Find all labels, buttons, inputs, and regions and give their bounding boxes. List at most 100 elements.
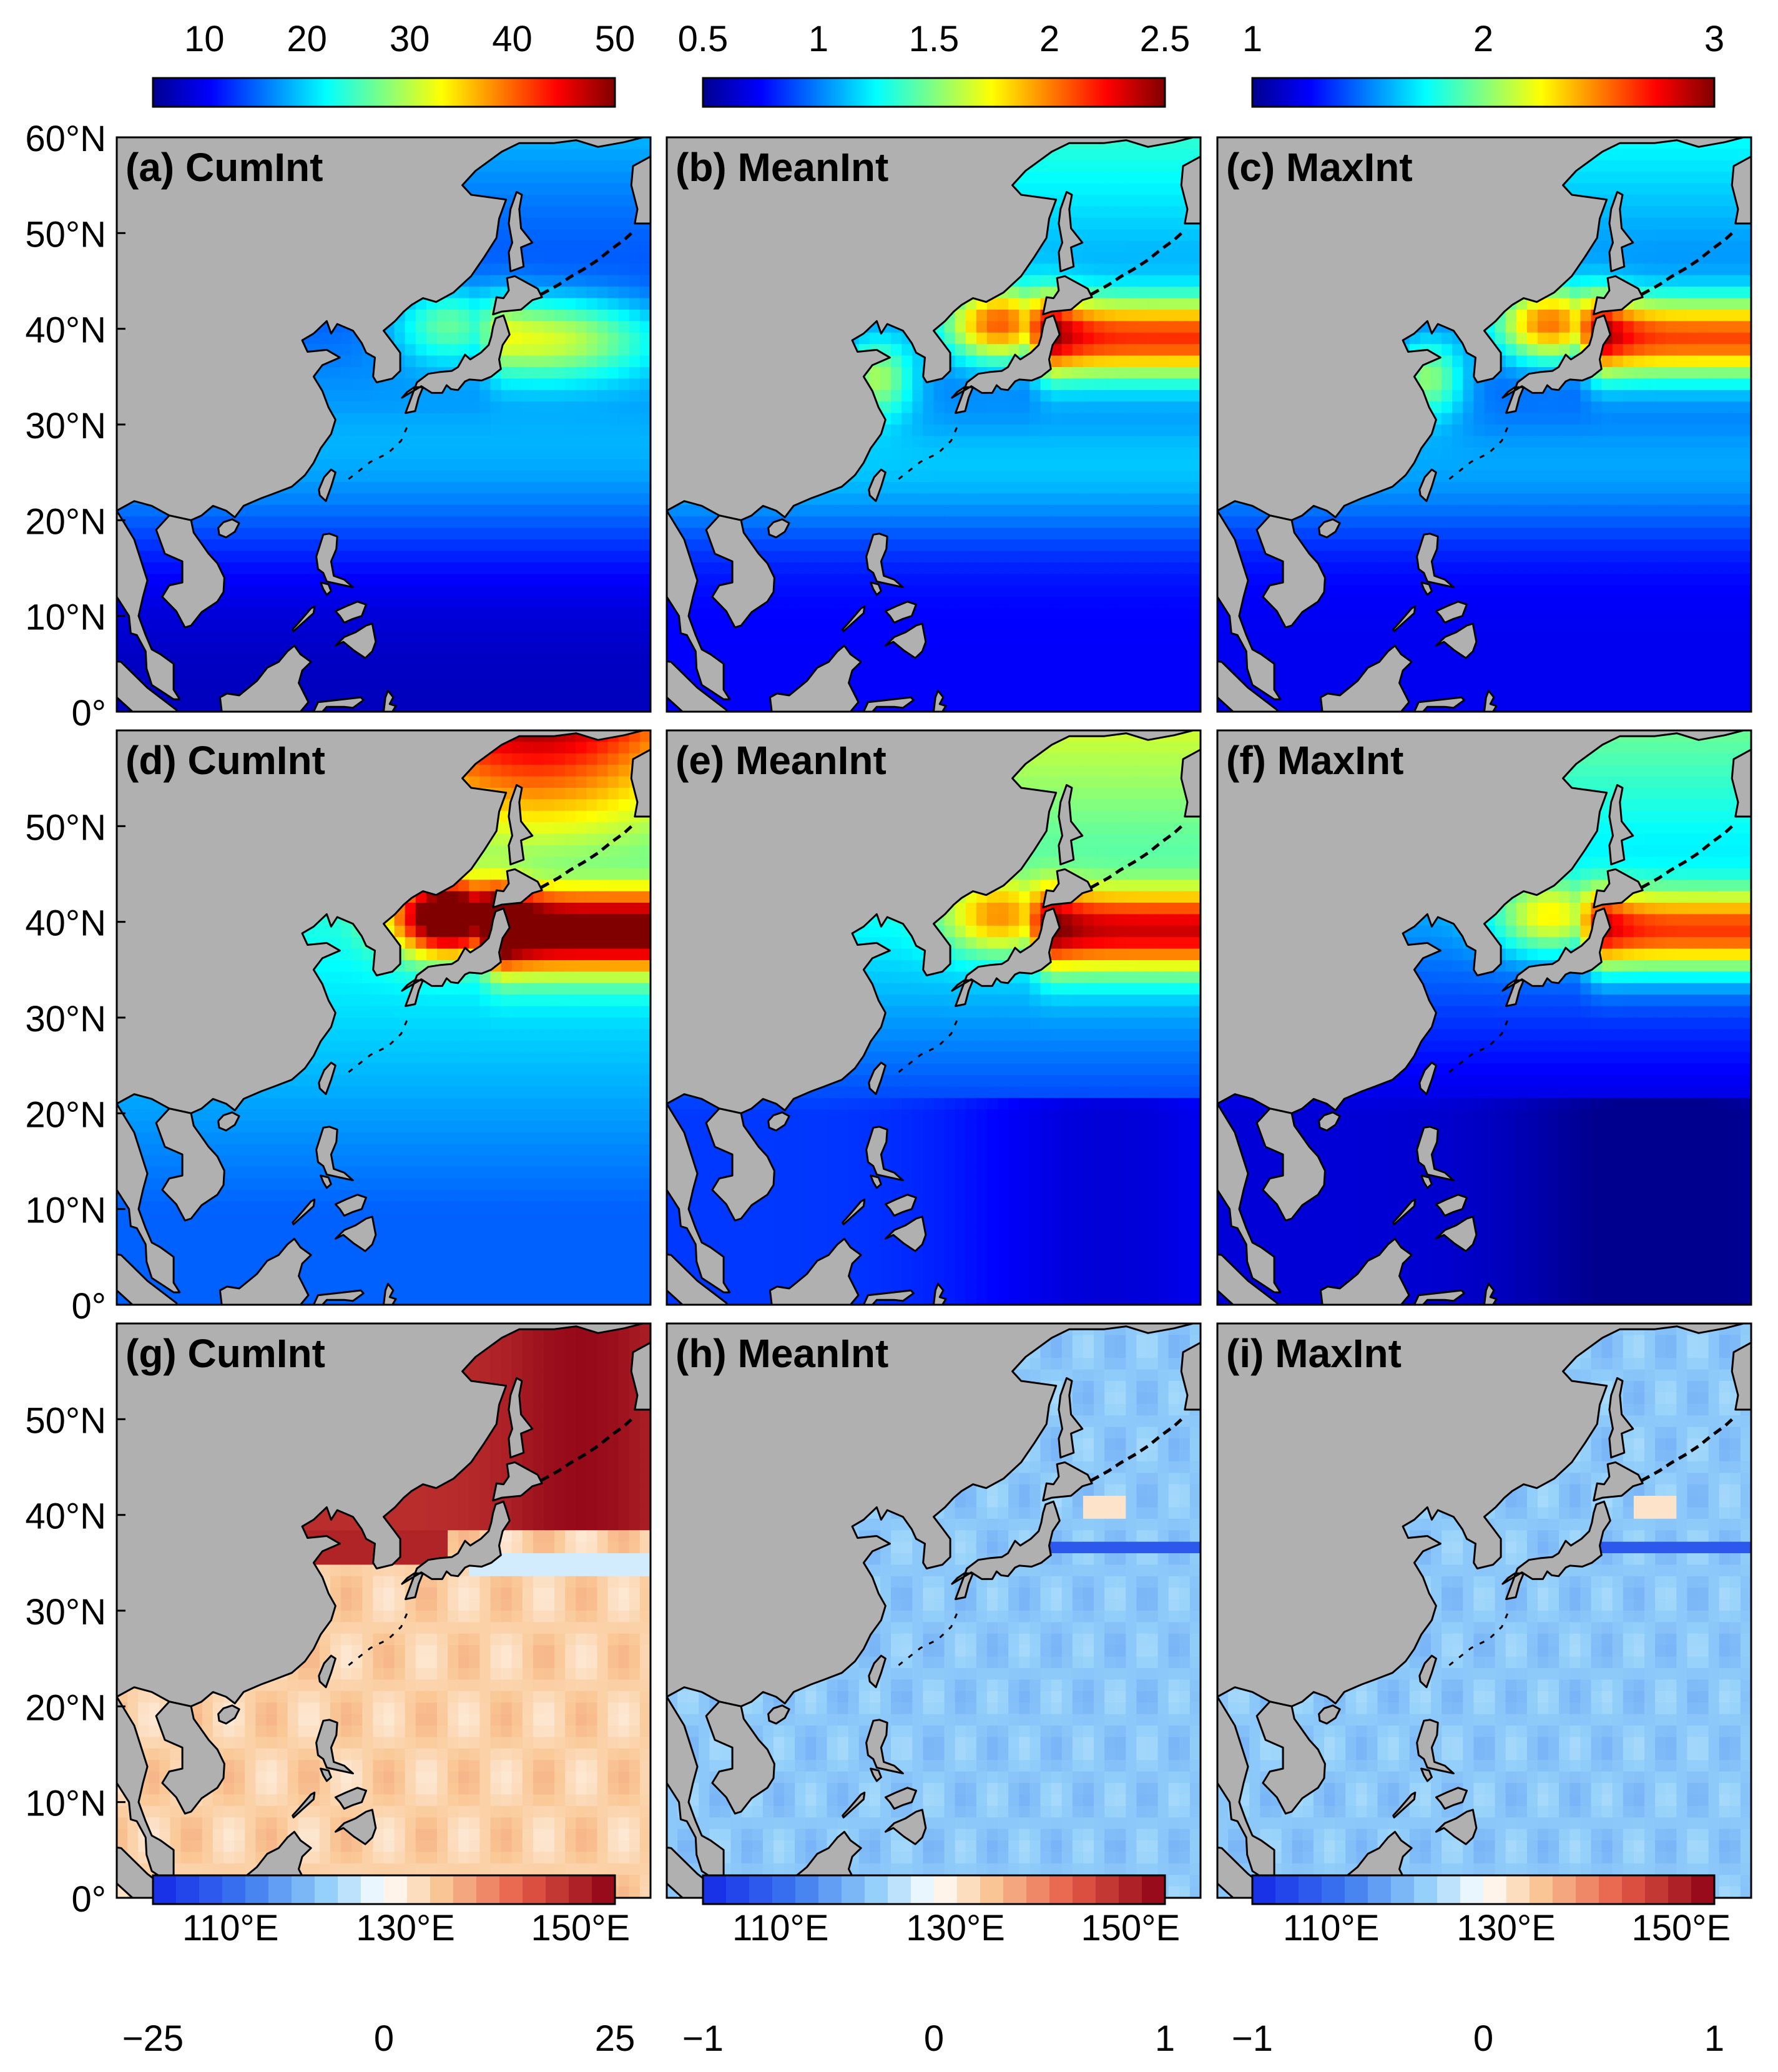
land-g: [117, 1323, 651, 1898]
colorbar-level: [1119, 1875, 1142, 1904]
colorbar-level: [1622, 1875, 1646, 1904]
colorbar-level: [1691, 1875, 1715, 1904]
top-colorbars: 10 20 30 40 50 0.5 1 1.5 2 2.5 1 2 3: [152, 19, 1724, 108]
panel-label: (h) MeanInt: [675, 1331, 888, 1376]
lat-tick-label: 0°: [72, 1286, 106, 1327]
colorbar-level: [1437, 1875, 1461, 1904]
lat-tick-label: 50°N: [25, 214, 106, 255]
land-f: [1217, 730, 1751, 1305]
lat-tick-label: 40°N: [25, 903, 106, 944]
colorbar-tick-label: 1: [1704, 2018, 1724, 2059]
colorbar-tick-label: 30: [390, 19, 430, 59]
colorbar-tick-label: 40: [492, 19, 533, 59]
colorbar-level: [1391, 1875, 1415, 1904]
colorbar-level: [1368, 1875, 1392, 1904]
lat-tick-label: 60°N: [25, 119, 106, 159]
colorbar-tick-label: 1: [808, 19, 828, 59]
map-panels: (a) CumInt (b) MeanInt (c) MaxInt (d) CumIn…: [25, 119, 1752, 1948]
panel-e: (e) MeanInt: [666, 729, 1202, 1306]
colorbar-tick-label: 0: [374, 2018, 394, 2059]
panel-frame: [666, 136, 1202, 713]
lon-tick-label: 110°E: [1283, 1908, 1379, 1948]
land-a: [117, 137, 651, 712]
lon-tick-label: 150°E: [531, 1908, 631, 1948]
colorbar-tick-label: 2: [1473, 19, 1493, 59]
lat-tick-label: 50°N: [25, 807, 106, 848]
colorbar-level: [1049, 1875, 1073, 1904]
lat-tick-label: 20°N: [25, 1094, 106, 1135]
colorbar-level: [407, 1875, 431, 1904]
colorbar-tick-label: 0.5: [678, 19, 729, 59]
colorbar-level: [818, 1875, 842, 1904]
colorbar-level: [1142, 1875, 1166, 1904]
colorbar-tick-label: 1: [1155, 2018, 1175, 2059]
colorbar-level: [1322, 1875, 1345, 1904]
colorbar-gradient: [702, 77, 1166, 108]
lon-tick-label: 130°E: [906, 1908, 1005, 1948]
lat-tick-label: 10°N: [25, 1784, 106, 1824]
panel-frame: [666, 729, 1202, 1306]
panel-label: (d) CumInt: [125, 738, 325, 783]
colorbar-tick-label: −1: [1232, 2018, 1273, 2059]
land-d: [117, 730, 651, 1305]
colorbar-level: [476, 1875, 500, 1904]
colorbar-level: [523, 1875, 546, 1904]
colorbar-level: [957, 1875, 981, 1904]
colorbar-level: [795, 1875, 819, 1904]
colorbar-bottom-1: −25 0 25: [122, 1874, 635, 2059]
colorbar-level: [1506, 1875, 1530, 1904]
colorbar-tick-label: 1.5: [909, 19, 960, 59]
panel-b: (b) MeanInt: [666, 136, 1202, 713]
colorbar-level: [361, 1875, 385, 1904]
colorbar-top-1: 10 20 30 40 50: [152, 19, 635, 108]
colorbar-level: [1414, 1875, 1438, 1904]
colorbar-level: [726, 1875, 750, 1904]
colorbar-level: [1668, 1875, 1692, 1904]
colorbar-frame: [152, 1874, 616, 1905]
panel-c: (c) MaxInt: [1216, 136, 1752, 713]
lat-tick-label: 10°N: [25, 1191, 106, 1231]
panel-label: (f) MaxInt: [1226, 738, 1403, 783]
colorbar-level: [315, 1875, 338, 1904]
lat-tick-label: 30°N: [25, 999, 106, 1039]
colorbar-level: [268, 1875, 292, 1904]
lat-tick-label: 40°N: [25, 1496, 106, 1537]
colorbar-frame: [1251, 1874, 1716, 1905]
panel-d: (d) CumInt: [115, 729, 652, 1306]
panel-label: (i) MaxInt: [1226, 1331, 1402, 1376]
lon-tick-label: 150°E: [1632, 1908, 1731, 1948]
lat-tick-label: 30°N: [25, 406, 106, 446]
land-e: [667, 730, 1201, 1305]
colorbar-tick-label: 3: [1704, 19, 1724, 59]
colorbar-level: [1530, 1875, 1553, 1904]
colorbar-tick-label: 0: [1473, 2018, 1493, 2059]
colorbar-level: [1599, 1875, 1623, 1904]
colorbar-tick-label: −25: [122, 2018, 184, 2059]
lat-tick-label: 50°N: [25, 1400, 106, 1441]
lat-tick-label: 20°N: [25, 1687, 106, 1728]
colorbar-frame: [702, 1874, 1166, 1905]
colorbar-tick-label: −1: [682, 2018, 724, 2059]
panel-g: (g) CumInt: [115, 1322, 652, 1899]
colorbar-level: [842, 1875, 865, 1904]
colorbar-level: [245, 1875, 269, 1904]
panel-a: (a) CumInt: [115, 136, 652, 713]
lat-tick-label: 30°N: [25, 1592, 106, 1633]
panel-label: (b) MeanInt: [675, 145, 888, 190]
colorbar-bottom-3: −1 0 1: [1232, 1874, 1724, 2059]
panel-f: (f) MaxInt: [1216, 729, 1752, 1306]
panel-label: (a) CumInt: [125, 145, 323, 190]
colorbar-level: [1483, 1875, 1507, 1904]
colorbar-tick-label: 2.5: [1140, 19, 1191, 59]
colorbar-level: [384, 1875, 408, 1904]
colorbar-level: [222, 1875, 246, 1904]
bottom-colorbars: −25 0 25 −1 0 1 −1 0 1: [122, 1874, 1724, 2059]
colorbar-level: [1003, 1875, 1027, 1904]
colorbar-tick-label: 1: [1242, 19, 1262, 59]
colorbar-tick-label: 20: [287, 19, 327, 59]
panel-label: (e) MeanInt: [675, 738, 887, 783]
colorbar-level: [1299, 1875, 1322, 1904]
colorbar-level: [430, 1875, 454, 1904]
colorbar-level: [338, 1875, 361, 1904]
colorbar-level: [546, 1875, 569, 1904]
